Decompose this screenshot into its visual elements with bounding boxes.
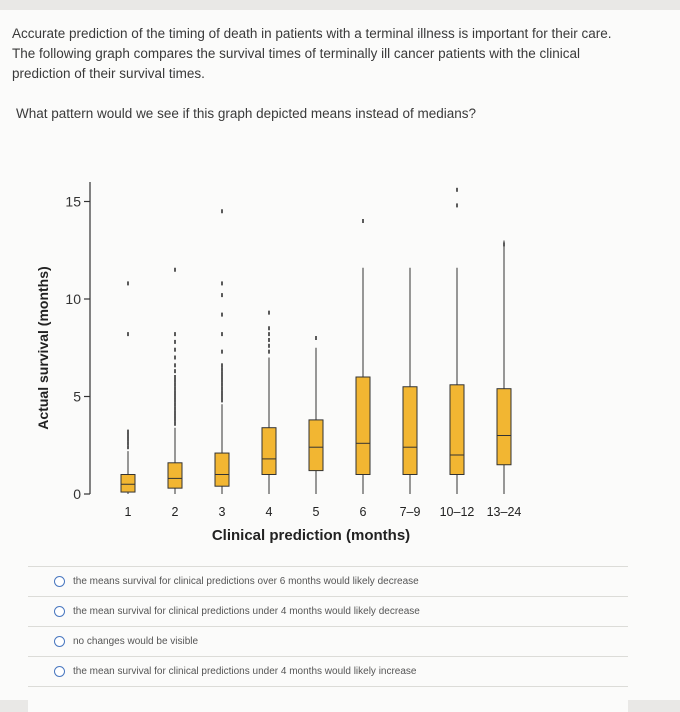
y-axis-label: Actual survival (months) — [35, 266, 51, 429]
x-tick-label: 4 — [266, 505, 273, 519]
box-group-5: 5 — [308, 336, 324, 519]
box-group-1: 1 — [120, 281, 136, 519]
question-prompt: What pattern would we see if this graph … — [16, 106, 477, 121]
radio-button-icon[interactable] — [54, 666, 65, 677]
box-group-4: 4 — [261, 310, 277, 519]
box-group-10–12: 10–12 — [440, 187, 475, 519]
answer-option[interactable]: the mean survival for clinical predictio… — [28, 596, 628, 626]
box-group-7–9: 7–9 — [400, 267, 421, 519]
answer-option-label: the means survival for clinical predicti… — [73, 576, 419, 587]
answer-option[interactable]: no changes would be visible — [28, 626, 628, 656]
answer-option-label: the mean survival for clinical predictio… — [73, 606, 420, 617]
box — [120, 474, 136, 493]
y-tick-label: 15 — [65, 194, 81, 210]
radio-button-icon[interactable] — [54, 636, 65, 647]
box-group-13–24: 13–24 — [487, 240, 522, 519]
box — [167, 462, 183, 489]
box — [308, 419, 324, 472]
radio-button-icon[interactable] — [54, 576, 65, 587]
x-tick-label: 7–9 — [400, 505, 421, 519]
x-tick-label: 3 — [219, 505, 226, 519]
x-tick-label: 6 — [360, 505, 367, 519]
x-tick-label: 5 — [313, 505, 320, 519]
radio-button-icon[interactable] — [54, 606, 65, 617]
question-card: Accurate prediction of the timing of dea… — [0, 10, 680, 712]
x-tick-label: 13–24 — [487, 505, 522, 519]
box — [496, 388, 512, 466]
x-tick-label: 10–12 — [440, 505, 475, 519]
answer-option[interactable]: the mean survival for clinical predictio… — [28, 656, 628, 687]
answer-options: the means survival for clinical predicti… — [28, 566, 628, 687]
answer-option[interactable]: the means survival for clinical predicti… — [28, 566, 628, 596]
survival-boxplot-figure: 0 5 10 15 Actual survival (months) 1 2 3 4 5 6 7–9 1… — [28, 162, 628, 712]
x-tick-label: 1 — [125, 505, 132, 519]
box-group-3: 3 — [214, 209, 230, 519]
box-group-6: 6 — [355, 219, 371, 519]
y-tick-label: 0 — [73, 486, 81, 502]
y-tick-label: 5 — [73, 389, 81, 405]
survival-boxplot: 0 5 10 15 Actual survival (months) 1 2 3 4 5 6 7–9 1… — [35, 182, 522, 544]
box — [449, 384, 465, 475]
x-tick-label: 2 — [172, 505, 179, 519]
box — [402, 386, 418, 475]
question-text: Accurate prediction of the timing of dea… — [12, 26, 612, 81]
answer-option-label: the mean survival for clinical predictio… — [73, 666, 417, 677]
answer-option-label: no changes would be visible — [73, 636, 199, 647]
y-tick-label: 10 — [65, 291, 81, 307]
box — [214, 452, 230, 487]
x-axis-label: Clinical prediction (months) — [212, 527, 410, 544]
box — [261, 427, 277, 476]
box-group-2: 2 — [167, 267, 183, 519]
box — [355, 376, 371, 475]
